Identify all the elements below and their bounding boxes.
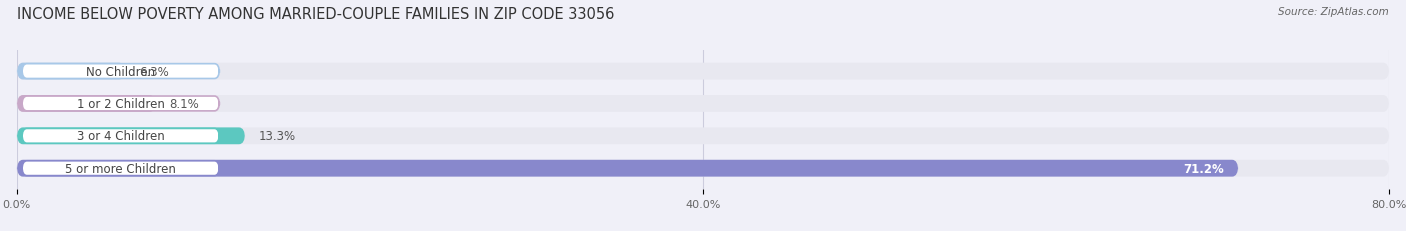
- Text: 6.3%: 6.3%: [139, 65, 169, 78]
- FancyBboxPatch shape: [17, 160, 1389, 177]
- Text: 71.2%: 71.2%: [1184, 162, 1225, 175]
- FancyBboxPatch shape: [17, 96, 1389, 112]
- FancyBboxPatch shape: [17, 128, 1389, 145]
- FancyBboxPatch shape: [17, 96, 156, 112]
- Text: 8.1%: 8.1%: [170, 97, 200, 110]
- Text: Source: ZipAtlas.com: Source: ZipAtlas.com: [1278, 7, 1389, 17]
- FancyBboxPatch shape: [17, 128, 245, 145]
- Text: 3 or 4 Children: 3 or 4 Children: [77, 130, 165, 143]
- Text: No Children: No Children: [86, 65, 155, 78]
- FancyBboxPatch shape: [22, 97, 219, 111]
- FancyBboxPatch shape: [17, 63, 125, 80]
- Text: 5 or more Children: 5 or more Children: [65, 162, 176, 175]
- FancyBboxPatch shape: [17, 63, 1389, 80]
- FancyBboxPatch shape: [22, 161, 219, 176]
- Text: INCOME BELOW POVERTY AMONG MARRIED-COUPLE FAMILIES IN ZIP CODE 33056: INCOME BELOW POVERTY AMONG MARRIED-COUPL…: [17, 7, 614, 22]
- Text: 1 or 2 Children: 1 or 2 Children: [77, 97, 165, 110]
- Text: 13.3%: 13.3%: [259, 130, 295, 143]
- FancyBboxPatch shape: [22, 129, 219, 144]
- FancyBboxPatch shape: [17, 160, 1239, 177]
- FancyBboxPatch shape: [22, 64, 219, 79]
